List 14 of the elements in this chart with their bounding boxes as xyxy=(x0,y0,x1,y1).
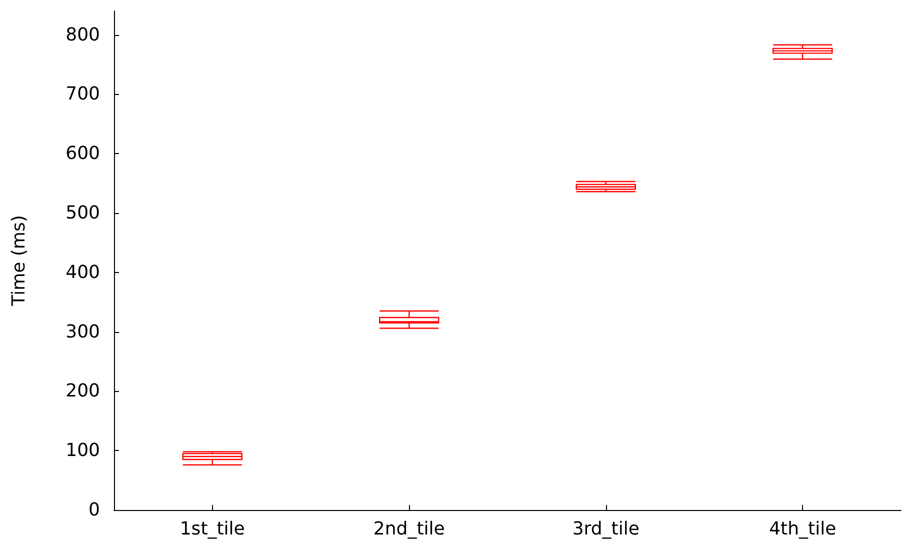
y-tick-label: 300 xyxy=(66,321,100,342)
x-tick-label: 2nd_tile xyxy=(373,518,445,540)
x-tick-label: 3rd_tile xyxy=(572,518,640,540)
y-tick-label: 600 xyxy=(66,143,100,164)
y-tick-label: 700 xyxy=(66,84,100,105)
y-tick-label: 400 xyxy=(66,262,100,283)
x-tick-label: 4th_tile xyxy=(769,518,836,540)
x-tick-label: 1st_tile xyxy=(180,518,245,540)
y-tick-label: 100 xyxy=(66,440,100,462)
y-tick-label: 500 xyxy=(66,202,100,224)
y-tick-label: 0 xyxy=(88,500,100,520)
y-axis-title: Time (ms) xyxy=(8,215,30,307)
y-tick-label: 200 xyxy=(66,380,100,402)
y-tick-label: 800 xyxy=(66,24,100,46)
